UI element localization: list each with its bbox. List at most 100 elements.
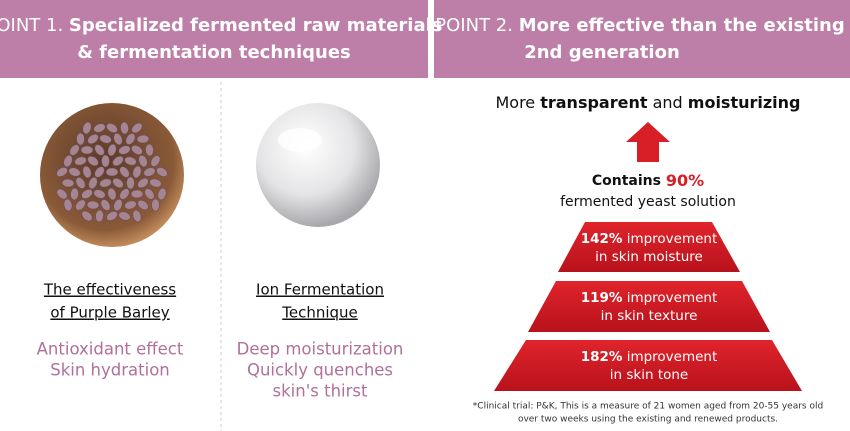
up-arrow xyxy=(626,122,670,162)
grain xyxy=(68,167,81,177)
benefit: skin's thirst xyxy=(273,382,368,401)
heading-part: moisturizing xyxy=(688,93,801,112)
tier-word: improvement xyxy=(622,349,717,365)
column-title: of Purple Barley xyxy=(50,304,169,322)
grain xyxy=(99,134,112,144)
benefit: Antioxidant effect xyxy=(37,340,184,359)
grain xyxy=(124,156,137,166)
tier-word: improvement xyxy=(622,290,717,306)
grain xyxy=(94,166,105,178)
grain xyxy=(63,198,73,212)
grain xyxy=(144,188,155,200)
grain xyxy=(136,134,150,144)
drop-highlight xyxy=(278,128,322,152)
grain xyxy=(120,121,129,135)
grain xyxy=(113,132,123,146)
grain xyxy=(156,167,168,177)
grain xyxy=(87,133,99,145)
pyramid-tier xyxy=(494,340,802,391)
grain xyxy=(63,154,73,168)
tier-line: in skin tone xyxy=(610,367,688,383)
pyramid-tier xyxy=(558,222,740,272)
grain xyxy=(137,177,149,189)
grain xyxy=(137,199,149,211)
grain xyxy=(150,155,161,167)
header-label: POINT 1. xyxy=(0,15,63,36)
grain xyxy=(151,198,160,212)
grain xyxy=(100,199,111,211)
heading-part: transparent xyxy=(540,93,648,112)
grain xyxy=(119,166,130,178)
tier-percent: 119% xyxy=(581,290,623,306)
header-text: More effective than the existing xyxy=(519,15,845,36)
grain xyxy=(70,187,79,201)
grain xyxy=(95,209,104,223)
grain xyxy=(132,165,142,179)
column-title: Ion Fermentation xyxy=(256,281,384,299)
grain xyxy=(149,178,162,188)
grain xyxy=(94,144,105,156)
benefit: Deep moisturization xyxy=(237,340,404,359)
benefit: Skin hydration xyxy=(50,361,170,380)
grain xyxy=(82,121,92,135)
header-text: & fermentation techniques xyxy=(77,42,351,63)
contains: Contains 90% xyxy=(592,171,704,190)
grain xyxy=(143,167,156,177)
grain xyxy=(106,211,118,221)
tier-percent: 142% xyxy=(581,231,623,247)
grain xyxy=(126,176,135,190)
grain xyxy=(87,155,99,167)
grain xyxy=(75,177,86,189)
grain xyxy=(56,167,68,177)
grain xyxy=(88,176,98,190)
tier-percent: 182% xyxy=(581,349,623,365)
grain xyxy=(80,145,94,155)
drop-image xyxy=(256,103,380,227)
grain xyxy=(74,156,87,166)
heading-part: More xyxy=(495,93,540,112)
benefit: Quickly quenches xyxy=(247,361,393,380)
header: POINT 2. More effective than the existin… xyxy=(435,15,844,36)
grain xyxy=(86,200,100,210)
grain xyxy=(93,189,106,199)
grain xyxy=(81,210,93,222)
tier-word: improvement xyxy=(622,231,717,247)
grain xyxy=(113,198,123,212)
grain xyxy=(75,199,86,211)
barley-bowl-image xyxy=(40,103,184,247)
header-bar xyxy=(434,0,850,78)
column-title: The effectiveness xyxy=(43,281,176,299)
grain xyxy=(82,165,92,179)
grain xyxy=(119,188,130,200)
grain xyxy=(93,123,106,133)
footnote: *Clinical trial: P&K, This is a measure … xyxy=(473,402,823,412)
header-text: Specialized fermented raw materials xyxy=(69,15,443,36)
tier-line: 182% improvement xyxy=(581,349,718,365)
grain xyxy=(61,178,75,188)
contains-part: 90% xyxy=(666,171,704,190)
contains-line: fermented yeast solution xyxy=(560,194,736,210)
grain xyxy=(112,155,124,167)
heading: More transparent and moisturizing xyxy=(495,93,800,112)
tier-line: 142% improvement xyxy=(581,231,718,247)
grain xyxy=(124,200,137,210)
grain xyxy=(106,123,118,133)
grain xyxy=(118,211,131,221)
grain xyxy=(112,177,124,189)
grain xyxy=(101,154,110,168)
grain xyxy=(107,187,117,201)
grain xyxy=(105,167,119,177)
grain xyxy=(125,133,136,145)
tier-line: 119% improvement xyxy=(581,290,718,306)
footnote: over two weeks using the existing and re… xyxy=(518,415,778,425)
pyramid-tier xyxy=(528,281,770,332)
grain xyxy=(69,144,80,156)
grain xyxy=(131,145,143,155)
grain xyxy=(118,145,131,155)
grain xyxy=(76,132,85,146)
grain xyxy=(56,188,68,200)
tier-line: in skin texture xyxy=(601,308,698,324)
grain xyxy=(81,189,93,199)
